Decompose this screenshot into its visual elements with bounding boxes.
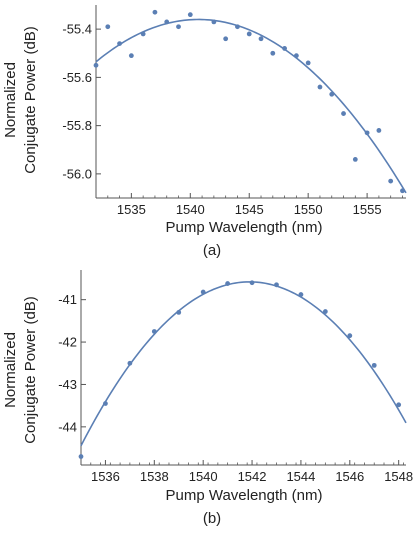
data-point (329, 91, 335, 97)
data-point (249, 280, 255, 286)
data-point (298, 292, 304, 297)
data-point (400, 188, 405, 194)
panel-b: Normalized Conjugate Power (dB) -41-42-4… (2, 270, 413, 527)
x-tick-label: 1548 (384, 469, 413, 484)
panel-a-y-ticks: -55.4 -55.6 -55.8 -56.0 (62, 22, 101, 181)
panel-a-caption: (a) (203, 242, 221, 259)
panel-a-points (93, 9, 405, 194)
y-tick-label: -41 (58, 292, 77, 307)
panel-b-ylabel-line1: Normalized (2, 332, 19, 408)
panel-a-axes (95, 5, 406, 199)
data-point (93, 62, 99, 68)
x-tick-label: 1545 (235, 202, 264, 217)
panel-a: Normalized Conjugate Power (dB) -55.4-55… (2, 5, 407, 259)
data-point (396, 402, 402, 408)
x-tick-label: 1542 (238, 469, 267, 484)
y-tick-label: -42 (58, 335, 77, 350)
data-point (187, 12, 193, 18)
x-tick-label: 1544 (286, 469, 315, 484)
data-point (176, 309, 182, 315)
panel-b-y-ticks: -41 -42 -43 -44 (58, 292, 86, 434)
data-point (270, 50, 276, 56)
data-point (223, 36, 229, 42)
data-point (211, 19, 217, 25)
data-point (322, 309, 328, 314)
panel-a-ylabel-line2: Conjugate Power (dB) (22, 26, 39, 174)
panel-a-ylabel-line1: Normalized (2, 62, 19, 138)
data-point (78, 454, 84, 459)
y-tick-label: -56.0 (62, 166, 92, 181)
data-point (258, 36, 264, 42)
x-tick-label: 1555 (353, 202, 382, 217)
panel-b-fit-curve (80, 281, 407, 447)
data-point (164, 19, 170, 25)
data-point (371, 362, 377, 368)
panel-b-points (78, 280, 402, 459)
data-point (176, 24, 181, 30)
data-point (305, 60, 311, 66)
y-tick-label: -43 (58, 377, 77, 392)
data-point (140, 31, 146, 37)
panel-b-x-ticks: 1536 1538 1540 1542 1544 1546 1548 (80, 460, 413, 484)
x-tick-label: 1535 (117, 202, 146, 217)
data-point (293, 53, 299, 59)
data-point (128, 53, 134, 59)
data-point (376, 128, 382, 133)
x-tick-label: 1536 (91, 469, 120, 484)
data-point (152, 9, 158, 15)
y-tick-label: -55.4 (62, 22, 92, 37)
y-tick-label: -44 (58, 419, 77, 434)
data-point (352, 157, 358, 162)
x-tick-label: 1540 (189, 469, 218, 484)
data-point (246, 31, 252, 37)
data-point (364, 130, 370, 136)
panel-a-xlabel: Pump Wavelength (nm) (165, 219, 322, 236)
y-tick-label: -55.6 (62, 70, 92, 85)
data-point (388, 178, 394, 184)
data-point (117, 41, 122, 46)
panel-a-fit-curve (95, 18, 407, 194)
panel-a-x-ticks: 1535 1540 1545 1550 1555 (95, 193, 403, 217)
data-point (127, 360, 133, 366)
data-point (200, 289, 206, 295)
data-point (103, 401, 108, 406)
panel-b-ylabel-line2: Conjugate Power (dB) (22, 296, 39, 444)
x-tick-label: 1540 (176, 202, 205, 217)
data-point (105, 24, 111, 30)
data-point (225, 281, 231, 286)
data-point (282, 46, 287, 51)
x-tick-label: 1538 (140, 469, 169, 484)
data-point (317, 84, 323, 90)
panel-b-xlabel: Pump Wavelength (nm) (165, 487, 322, 504)
data-point (235, 24, 240, 30)
data-point (274, 282, 279, 288)
x-tick-label: 1546 (335, 469, 364, 484)
data-point (347, 333, 353, 339)
panel-b-axes (80, 270, 406, 466)
y-tick-label: -55.8 (62, 118, 92, 133)
panel-b-caption: (b) (203, 510, 221, 527)
x-tick-label: 1550 (294, 202, 323, 217)
data-point (151, 329, 157, 334)
data-point (341, 111, 346, 116)
